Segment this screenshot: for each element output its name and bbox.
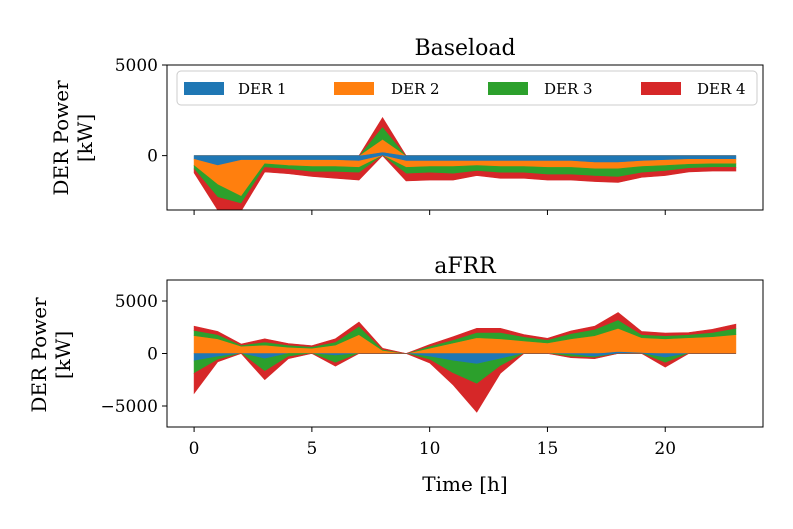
afrr-ylabel-line1: DER Power [27, 297, 51, 413]
baseload-area-der1-pos [194, 151, 736, 156]
baseload-ytick-label: 5000 [115, 56, 158, 76]
afrr-xtick-label: 15 [537, 439, 559, 459]
afrr-xtick-label: 5 [306, 439, 317, 459]
baseload-title: Baseload [414, 36, 515, 61]
afrr-area-der4-neg [193, 353, 736, 413]
baseload-axes-frame [166, 64, 764, 211]
legend-swatch-der1 [184, 82, 224, 95]
afrr-area-der4-pos [193, 312, 737, 354]
legend-label-der4: DER 4 [697, 80, 746, 98]
legend-label-der3: DER 3 [544, 80, 593, 98]
legend-swatch-der3 [488, 82, 528, 95]
baseload-areas [193, 116, 737, 210]
legend-label-der1: DER 1 [238, 80, 287, 98]
baseload-area-der3-pos [194, 126, 736, 156]
x-axis-label: Time [h] [422, 472, 507, 496]
baseload-ylabel-line2: [kW] [73, 114, 97, 162]
legend: DER 1 DER 2 DER 3 DER 4 [176, 70, 758, 106]
baseload-area-der2-pos [194, 138, 736, 156]
baseload-panel: Baseload 0 5000 DER Power [kW] DER 1 DER … [49, 36, 764, 215]
afrr-ytick-label: −5000 [100, 397, 158, 417]
legend-swatch-der2 [334, 82, 374, 95]
afrr-xtick-label: 0 [189, 439, 200, 459]
afrr-ytick-label: 5000 [115, 292, 158, 312]
afrr-areas [193, 312, 737, 413]
afrr-ytick-label: 0 [147, 345, 158, 365]
legend-label-der2: DER 2 [391, 80, 440, 98]
afrr-x-ticks: 0 5 10 15 20 [189, 427, 676, 459]
afrr-xtick-label: 20 [654, 439, 676, 459]
afrr-xtick-label: 10 [419, 439, 441, 459]
baseload-x-ticks [193, 210, 666, 215]
afrr-title: aFRR [434, 254, 497, 279]
legend-swatch-der4 [641, 82, 681, 95]
afrr-ylabel-line2: [kW] [51, 331, 75, 379]
legend-box [176, 70, 758, 106]
baseload-y-ticks: 0 5000 [115, 56, 167, 167]
baseload-area-der4-pos [194, 116, 736, 156]
baseload-area-der4-neg [193, 155, 737, 210]
afrr-y-ticks: −5000 0 5000 [100, 292, 167, 417]
baseload-ylabel-line1: DER Power [49, 80, 73, 196]
baseload-ytick-label: 0 [147, 147, 158, 167]
